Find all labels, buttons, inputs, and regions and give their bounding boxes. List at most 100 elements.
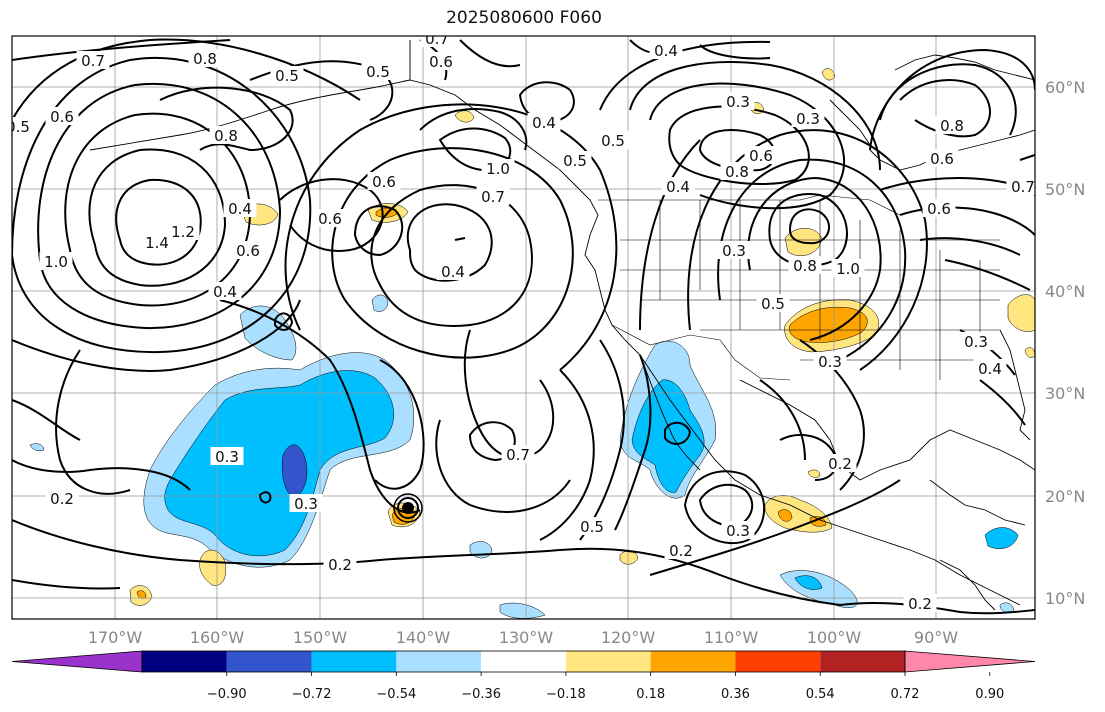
contour-label: 0.7: [481, 188, 505, 206]
contour-label-bg: [231, 241, 265, 259]
contour-label: 0.5: [275, 67, 299, 85]
contour-label: 0.6: [236, 242, 260, 260]
contour-label: 0.5: [6, 118, 30, 136]
pos-region-pac-6: [1007, 294, 1035, 332]
contour-label-bg: [361, 62, 395, 80]
pos-region-pac-4b: [136, 590, 147, 599]
colorbar-tick-label: −0.18: [546, 687, 586, 702]
contour-label: 0.8: [725, 163, 749, 181]
neg-region-small-8: [29, 443, 45, 452]
contour-label-bg: [289, 494, 323, 512]
plot-frame: [11, 35, 1036, 620]
contour-label-bg: [209, 126, 243, 144]
contour-label-bg: [922, 199, 956, 217]
lon-label: 160°W: [190, 628, 245, 647]
contour-label-bg: [935, 116, 969, 134]
colorbar-tick-label: 0.90: [975, 687, 1004, 702]
contour-label-bg: [721, 521, 755, 539]
contour-label-bg: [39, 252, 73, 270]
contour-label: 0.7: [1011, 178, 1035, 196]
colorbar-segment: [226, 651, 312, 672]
map-title: 2025080600 F060: [446, 8, 602, 28]
lon-label: 120°W: [601, 628, 656, 647]
contour-label: 0.2: [50, 490, 74, 508]
colorbar-segment: [565, 651, 651, 672]
contour-label: 0.2: [328, 556, 352, 574]
contour-label-bg: [223, 199, 257, 217]
contour-label-bg: [76, 51, 110, 69]
contour-label-bg: [596, 131, 630, 149]
colorbar-segment: [311, 651, 397, 672]
colorbar-segment: [820, 651, 905, 672]
colorbar-frame: [141, 650, 906, 673]
contour-label: 1.2: [171, 223, 195, 241]
lat-label: 20°N: [1045, 487, 1085, 506]
colorbar-segment: [735, 651, 821, 672]
pos-region-pac-7: [454, 110, 475, 123]
contour-label: 0.3: [818, 353, 842, 371]
contour-label-bg: [959, 332, 993, 350]
contour-label: 0.6: [372, 173, 396, 191]
pos-region-mex-mid: [777, 509, 793, 522]
contour-label-bg: [903, 594, 937, 612]
lat-label: 10°N: [1045, 589, 1085, 608]
lat-label: 30°N: [1045, 384, 1085, 403]
contour-label: 0.8: [940, 117, 964, 135]
contour-label-bg: [367, 172, 401, 190]
contour-label-bg: [270, 66, 304, 84]
contour-label: 0.5: [761, 295, 785, 313]
contour-label: 0.3: [294, 495, 318, 513]
contour-label-bg: [420, 36, 454, 47]
contour-label: 0.3: [215, 448, 239, 466]
contour-label-bg: [12, 117, 35, 135]
pos-region-pac-10: [807, 469, 821, 478]
colorbar-tick-label: −0.90: [207, 687, 247, 702]
contour-label-bg: [925, 149, 959, 167]
contour-label: 0.6: [318, 210, 342, 228]
contour-label: 0.5: [601, 132, 625, 150]
neg-region-west-mid: [164, 370, 394, 557]
lon-label: 130°W: [499, 628, 554, 647]
lon-axis: 170°W 160°W 150°W 140°W 130°W 120°W 110°W 100°W…: [88, 628, 958, 647]
contour-label: 0.2: [669, 542, 693, 560]
neg-region-small-6: [984, 527, 1019, 549]
contour-label-bg: [791, 109, 825, 127]
contour-label-bg: [661, 177, 695, 195]
small-contours: [258, 237, 692, 504]
contour-label: 1.0: [836, 260, 860, 278]
contour-label-bg: [527, 113, 561, 131]
contour-label: 0.8: [214, 127, 238, 145]
contour-label: 0.8: [793, 257, 817, 275]
neg-region-west-dark: [281, 444, 308, 499]
contour-label: 0.3: [796, 110, 820, 128]
contour-label: 0.8: [193, 50, 217, 68]
tropical-cyclone: [393, 493, 423, 523]
pos-region-pac-9: [821, 68, 836, 81]
contour-label: 0.7: [425, 30, 449, 48]
contour-label-bg: [720, 162, 754, 180]
contour-label-bg: [664, 541, 698, 559]
contour-labels: 0.70.50.60.80.5 0.50.70.60.40.40.50.50.30…: [6, 30, 1035, 613]
contour-label-bg: [721, 92, 755, 110]
contour-label: 0.4: [978, 360, 1002, 378]
colorbar-segment: [396, 651, 482, 672]
contour-label-bg: [717, 241, 751, 259]
lat-axis: 60°N 50°N 40°N 30°N 20°N 10°N: [1045, 78, 1085, 608]
contour-label: 0.6: [930, 150, 954, 168]
contour-label-bg: [744, 146, 778, 164]
neg-region-small-2: [371, 294, 389, 312]
contour-label-bg: [973, 359, 1007, 377]
lon-label: 90°W: [914, 628, 958, 647]
contour-label-bg: [788, 256, 822, 274]
contour-label: 0.3: [726, 522, 750, 540]
lat-label: 40°N: [1045, 282, 1085, 301]
contour-label: 0.4: [213, 283, 237, 301]
neg-region-small-5: [794, 575, 823, 590]
lat-label: 60°N: [1045, 78, 1085, 97]
colorbar-tick-label: −0.54: [376, 687, 416, 702]
lon-label: 100°W: [807, 628, 862, 647]
lon-label: 110°W: [704, 628, 759, 647]
contour-label: 0.2: [828, 455, 852, 473]
contour-label: 0.6: [50, 108, 74, 126]
contour-label-bg: [813, 352, 847, 370]
